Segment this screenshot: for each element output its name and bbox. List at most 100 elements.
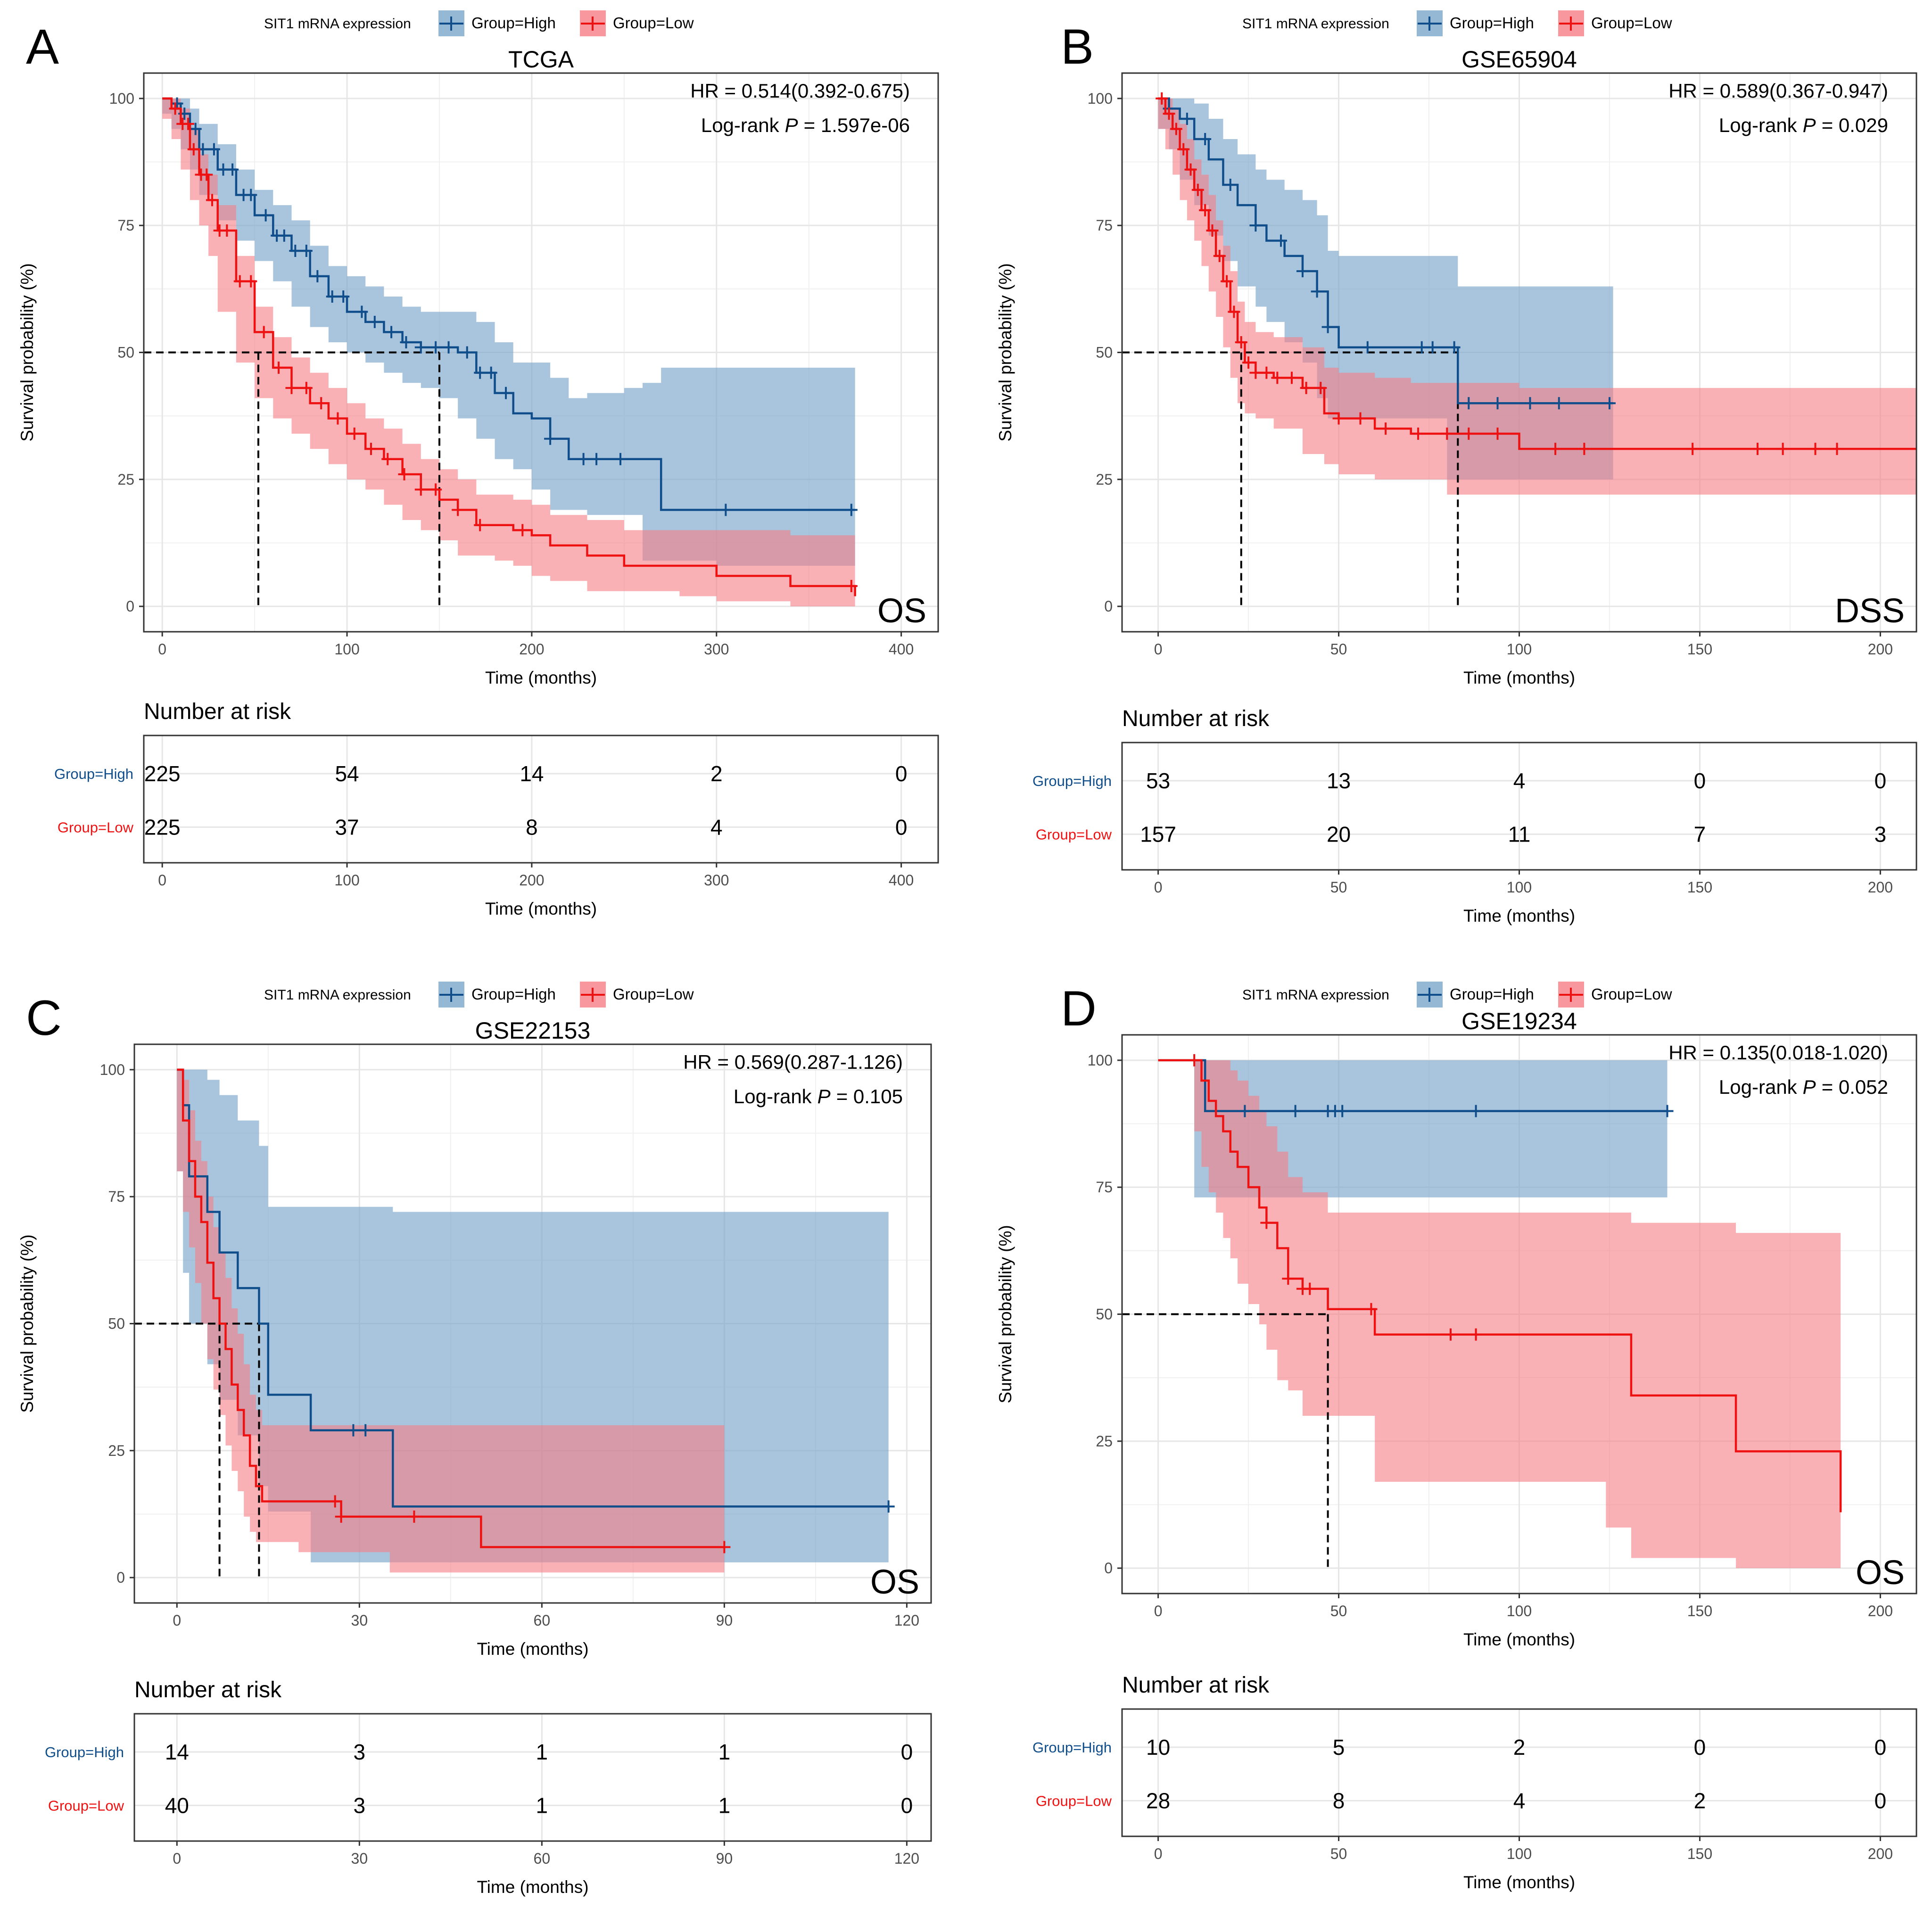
x-tick-label: 120: [894, 1612, 919, 1629]
censor-mark-low: [1285, 372, 1298, 384]
panel-label: D: [1061, 981, 1097, 1036]
y-tick-label: 75: [108, 1188, 125, 1205]
censor-mark-high: [1524, 397, 1536, 410]
risk-table-title: Number at risk: [1122, 706, 1270, 731]
censor-mark-low: [1412, 427, 1425, 440]
hr-annotation: HR = 0.569(0.287-1.126): [683, 1051, 903, 1073]
pvalue-symbol: P: [1803, 1076, 1816, 1098]
x-tick-label: 0: [1154, 1602, 1163, 1619]
risk-count-low: 20: [1327, 822, 1351, 846]
censor-mark-high: [259, 209, 272, 222]
censor-mark-low: [1184, 163, 1197, 176]
pvalue-prefix: Log-rank: [1719, 1076, 1798, 1098]
censor-mark-high: [461, 346, 473, 359]
censor-mark-low: [1304, 1282, 1316, 1295]
x-axis-label: Time (months): [477, 1639, 588, 1659]
censor-mark-low: [329, 1495, 341, 1508]
censor-mark-high: [278, 229, 290, 242]
endpoint-label: DSS: [1835, 592, 1905, 630]
risk-x-tick-label: 90: [716, 1850, 733, 1867]
censor-mark-high: [300, 245, 313, 257]
legend-label-high: Group=High: [1450, 14, 1534, 32]
x-tick-label: 0: [158, 641, 166, 658]
censor-mark-high: [1426, 341, 1439, 354]
chart-title: TCGA: [508, 46, 574, 73]
censor-mark-low: [1213, 249, 1226, 262]
risk-row-label-low: Group=Low: [58, 819, 134, 835]
censor-mark-low: [315, 397, 328, 410]
censor-mark-high: [189, 123, 202, 135]
y-tick-label: 25: [1096, 471, 1113, 488]
risk-x-tick-label: 60: [534, 1850, 551, 1867]
pvalue-annotation: Log-rank P = 0.029: [1719, 114, 1888, 136]
censor-mark-low: [1365, 1303, 1378, 1315]
y-tick-label: 100: [1088, 90, 1113, 107]
pvalue-annotation: Log-rank P = 0.105: [734, 1085, 903, 1107]
risk-count-low: 225: [144, 815, 181, 839]
risk-x-tick-label: 0: [158, 872, 166, 889]
censor-mark-low: [335, 1510, 347, 1523]
censor-mark-high: [1224, 179, 1237, 191]
risk-count-high: 0: [901, 1740, 913, 1764]
x-tick-label: 0: [173, 1612, 181, 1629]
endpoint-label: OS: [1856, 1554, 1905, 1592]
risk-table-border: [143, 735, 939, 864]
censor-mark-low: [233, 275, 246, 288]
risk-x-tick-label: 100: [334, 872, 359, 889]
censor-mark-high: [1296, 265, 1309, 278]
censor-mark-high: [1661, 1105, 1674, 1117]
censor-mark-high: [590, 453, 603, 465]
ci-band-low: [1158, 1060, 1841, 1569]
censor-mark-high: [544, 432, 557, 445]
x-tick-label: 100: [1507, 641, 1532, 658]
risk-count-high: 1: [536, 1740, 548, 1764]
censor-mark-high: [429, 341, 442, 354]
y-tick-label: 75: [1096, 1179, 1113, 1196]
risk-count-low: 8: [526, 815, 538, 839]
legend-label-low: Group=Low: [1591, 14, 1672, 32]
censor-mark-low: [1242, 356, 1255, 369]
censor-mark-low: [718, 1541, 731, 1553]
risk-row-label-low: Group=Low: [1036, 1792, 1112, 1809]
legend-title: SIT1 mRNA expression: [264, 987, 411, 1003]
x-axis-label: Time (months): [1463, 668, 1575, 687]
censor-mark-low: [1441, 427, 1453, 440]
censor-mark-high: [1603, 397, 1616, 410]
censor-mark-low: [1206, 224, 1219, 237]
x-tick-label: 150: [1687, 1602, 1712, 1619]
panel-d: D SIT1 mRNA expression Group=High Group=Low…: [996, 981, 1917, 1892]
risk-x-tick-label: 400: [889, 872, 914, 889]
censor-mark-high: [1491, 397, 1504, 410]
censor-mark-high: [347, 1424, 360, 1437]
y-tick-label: 50: [117, 344, 134, 361]
censor-mark-low: [1379, 422, 1392, 435]
risk-count-low: 4: [710, 815, 723, 839]
censor-mark-low: [1462, 427, 1475, 440]
x-tick-label: 30: [351, 1612, 368, 1629]
risk-row-label-high: Group=High: [54, 766, 133, 782]
risk-table-border: [133, 1713, 932, 1842]
chart-title: GSE19234: [1461, 1008, 1577, 1034]
censor-mark-high: [882, 1500, 895, 1513]
censor-mark-low: [1260, 366, 1273, 379]
endpoint-label: OS: [877, 592, 926, 630]
censor-mark-high: [845, 504, 858, 516]
risk-count-high: 53: [1146, 768, 1170, 793]
risk-table-title: Number at risk: [144, 699, 291, 724]
censor-mark-low: [398, 468, 411, 481]
censor-mark-low: [257, 326, 270, 339]
survival-curve-high: [162, 97, 855, 511]
censor-mark-low: [245, 275, 257, 288]
risk-count-high: 4: [1513, 768, 1526, 793]
y-axis-label: Survival probability (%): [17, 263, 37, 441]
risk-count-high: 5: [1333, 1735, 1345, 1759]
risk-count-high: 2: [1513, 1735, 1526, 1759]
chart-title: GSE22153: [475, 1017, 591, 1044]
risk-count-low: 0: [901, 1793, 913, 1817]
censor-mark-low: [206, 194, 218, 206]
censor-mark-high: [474, 366, 487, 379]
censor-mark-high: [1275, 234, 1287, 247]
panel-a: A SIT1 mRNA expression Group=High Group=Low…: [17, 10, 939, 918]
x-tick-label: 400: [889, 641, 914, 658]
y-tick-label: 25: [117, 471, 134, 488]
